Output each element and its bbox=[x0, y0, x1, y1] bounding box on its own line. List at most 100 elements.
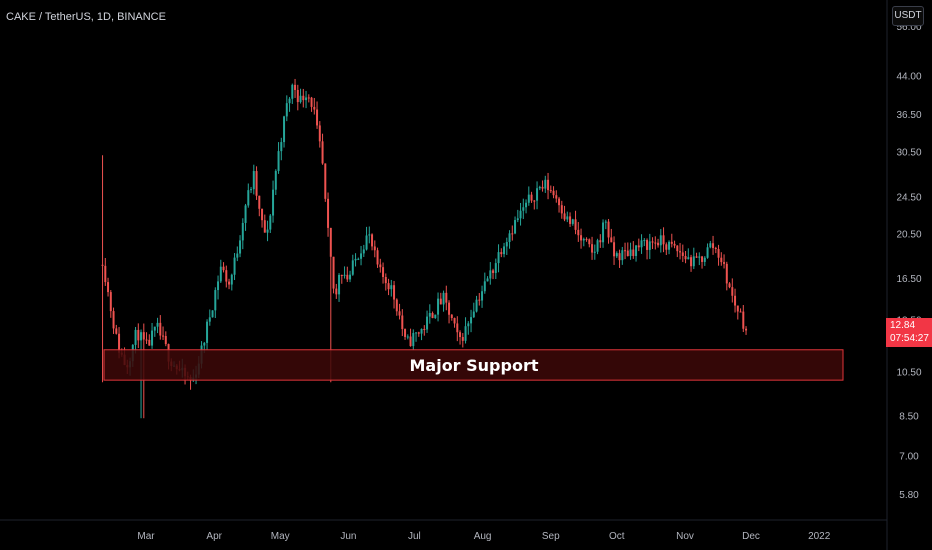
candle-body bbox=[618, 253, 621, 261]
candle-body bbox=[371, 234, 374, 247]
candle-body bbox=[742, 311, 745, 329]
candle-body bbox=[588, 239, 591, 245]
candle-body bbox=[291, 84, 294, 99]
candle-body bbox=[536, 188, 539, 201]
candlestick-series bbox=[101, 78, 748, 419]
candle-body bbox=[115, 328, 118, 334]
candle-body bbox=[423, 328, 426, 330]
candle-body bbox=[591, 244, 594, 253]
candle-body bbox=[332, 256, 335, 289]
time-tick-label: May bbox=[271, 531, 290, 542]
candle-body bbox=[153, 326, 156, 331]
candle-body bbox=[624, 250, 627, 252]
candle-body bbox=[701, 256, 704, 262]
candle-body bbox=[745, 328, 748, 331]
time-tick-label: Apr bbox=[206, 531, 222, 542]
candle-body bbox=[109, 292, 112, 312]
candle-body bbox=[203, 342, 206, 346]
candle-body bbox=[651, 241, 654, 243]
candle-body bbox=[679, 251, 682, 253]
candle-body bbox=[478, 299, 481, 301]
candle-body bbox=[299, 95, 302, 103]
candle-body bbox=[362, 249, 365, 254]
currency-badge[interactable]: USDT bbox=[892, 6, 924, 26]
candle-body bbox=[107, 282, 110, 293]
candle-body bbox=[208, 317, 211, 322]
candle-body bbox=[714, 248, 717, 250]
candle-body bbox=[604, 221, 607, 223]
candle-body bbox=[274, 170, 277, 190]
time-axis[interactable]: Mar Apr May Jun Jul Aug Sep Oct Nov Dec 2022 bbox=[137, 531, 830, 542]
candle-body bbox=[632, 249, 635, 256]
candle-body bbox=[574, 219, 577, 230]
major-support-zone[interactable] bbox=[103, 349, 844, 381]
last-price-value: 12.84 bbox=[890, 320, 916, 331]
candle-body bbox=[376, 250, 379, 265]
candle-body bbox=[692, 256, 695, 267]
candle-body bbox=[266, 229, 269, 233]
candle-body bbox=[263, 220, 266, 233]
candle-body bbox=[390, 285, 393, 290]
candle-body bbox=[335, 288, 338, 295]
time-tick-label: Oct bbox=[609, 531, 625, 542]
candle-body bbox=[316, 109, 319, 126]
time-tick-label: Aug bbox=[474, 531, 492, 542]
candle-body bbox=[349, 274, 352, 280]
candle-body bbox=[151, 330, 154, 346]
candle-body bbox=[475, 299, 478, 312]
candle-body bbox=[547, 179, 550, 191]
candle-body bbox=[571, 219, 574, 224]
candle-body bbox=[453, 318, 456, 324]
candle-body bbox=[236, 253, 239, 258]
candle-body bbox=[296, 89, 299, 103]
candle-body bbox=[654, 242, 657, 244]
candle-body bbox=[442, 292, 445, 305]
time-tick-label: 2022 bbox=[808, 531, 831, 542]
candle-body bbox=[648, 241, 651, 250]
time-tick-label: Nov bbox=[676, 531, 694, 542]
candle-body bbox=[739, 311, 742, 313]
price-tick-label: 16.50 bbox=[896, 274, 921, 285]
candle-body bbox=[225, 270, 228, 282]
candle-body bbox=[327, 198, 330, 228]
candle-body bbox=[668, 241, 671, 250]
candle-body bbox=[118, 333, 121, 353]
time-tick-label: Sep bbox=[542, 531, 560, 542]
candle-body bbox=[112, 311, 115, 329]
candle-body bbox=[145, 339, 148, 341]
candle-body bbox=[434, 314, 437, 319]
candle-body bbox=[401, 315, 404, 330]
price-tick-label: 30.50 bbox=[896, 147, 921, 158]
candle-body bbox=[673, 243, 676, 246]
candle-body bbox=[709, 243, 712, 248]
price-tick-label: 8.50 bbox=[899, 411, 919, 422]
candle-body bbox=[382, 267, 385, 278]
candle-body bbox=[580, 235, 583, 241]
candle-body bbox=[393, 285, 396, 300]
candle-body bbox=[230, 274, 233, 285]
price-tick-label: 5.80 bbox=[899, 490, 919, 501]
candle-body bbox=[137, 329, 140, 341]
candle-body bbox=[214, 290, 217, 311]
candle-body bbox=[596, 240, 599, 252]
candle-body bbox=[459, 332, 462, 338]
price-tick-label: 24.50 bbox=[896, 193, 921, 204]
candle-body bbox=[558, 198, 561, 206]
candle-body bbox=[489, 270, 492, 279]
candle-body bbox=[261, 208, 264, 221]
candle-body bbox=[409, 336, 412, 347]
price-tick-label: 44.00 bbox=[896, 72, 921, 83]
candle-body bbox=[481, 291, 484, 301]
candle-body bbox=[244, 205, 247, 223]
candle-body bbox=[417, 332, 420, 334]
candle-body bbox=[500, 252, 503, 255]
candle-body bbox=[318, 125, 321, 142]
candle-body bbox=[607, 221, 610, 238]
candle-body bbox=[439, 298, 442, 305]
candle-body bbox=[676, 245, 679, 252]
candle-body bbox=[247, 190, 250, 206]
candle-body bbox=[373, 246, 376, 251]
candle-body bbox=[610, 237, 613, 243]
